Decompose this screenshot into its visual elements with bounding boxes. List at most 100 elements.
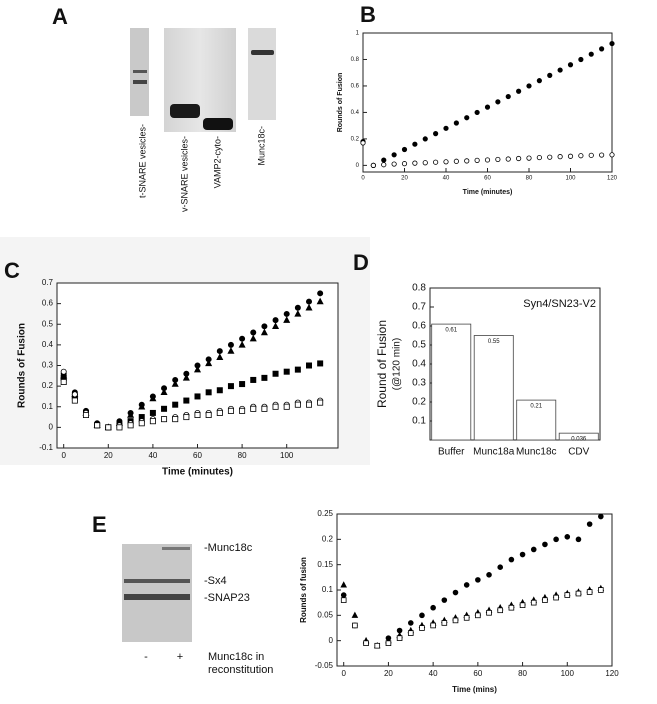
data-point xyxy=(238,340,246,348)
y-tick-label: -0.1 xyxy=(39,443,53,452)
data-point xyxy=(464,115,470,121)
data-point xyxy=(396,635,403,641)
data-point xyxy=(317,360,324,367)
data-point xyxy=(138,402,146,410)
panel-label: C xyxy=(4,258,20,283)
data-point xyxy=(239,407,246,414)
data-point xyxy=(542,597,548,603)
x-axis-label: Time (minutes) xyxy=(463,189,513,196)
gel-band xyxy=(124,594,190,600)
x-tick-label: 40 xyxy=(148,451,157,460)
data-point xyxy=(598,587,604,593)
data-point xyxy=(486,610,492,616)
data-point xyxy=(497,564,504,570)
data-point xyxy=(205,411,212,418)
gel-e: -Munc18c -Sx4 -SNAP23 - + Munc18c in rec… xyxy=(122,542,273,676)
panel-label: E xyxy=(92,512,107,537)
x-tick-label: 60 xyxy=(484,176,491,182)
x-tick-label: 60 xyxy=(193,451,202,460)
data-point xyxy=(430,604,436,611)
data-point xyxy=(82,411,89,418)
data-point xyxy=(495,156,501,163)
y-tick-label: 0.25 xyxy=(317,509,333,518)
data-point xyxy=(536,78,542,84)
data-point xyxy=(422,136,428,142)
data-point xyxy=(272,403,279,410)
data-point xyxy=(519,602,526,608)
data-point xyxy=(227,383,234,390)
y-tick-label: 0.8 xyxy=(351,57,360,63)
data-point xyxy=(609,40,615,47)
data-point xyxy=(172,416,179,423)
data-point xyxy=(484,157,491,163)
data-point xyxy=(475,577,481,583)
panel-label: A xyxy=(52,4,68,29)
value-label: 0.61 xyxy=(445,328,457,334)
data-point xyxy=(441,597,448,603)
y-tick-label: 0.5 xyxy=(42,319,54,328)
data-point xyxy=(547,72,553,78)
data-point xyxy=(557,67,563,73)
data-point xyxy=(116,424,123,431)
y-tick-label: 0.4 xyxy=(42,340,54,349)
data-point xyxy=(401,146,408,153)
gel-lane xyxy=(248,28,276,120)
data-point xyxy=(422,160,428,166)
data-point xyxy=(193,365,202,373)
data-point xyxy=(261,374,268,381)
data-point xyxy=(419,612,425,619)
x-tick-label: 80 xyxy=(238,451,247,460)
data-point xyxy=(360,140,366,146)
x-axis-label: Time (minutes) xyxy=(162,467,233,478)
data-point xyxy=(508,556,515,563)
data-point xyxy=(526,83,532,89)
caption: reconstitution xyxy=(208,664,273,676)
data-point xyxy=(317,399,324,406)
data-point xyxy=(250,376,257,383)
data-point xyxy=(575,590,582,597)
data-point xyxy=(443,125,449,131)
data-point xyxy=(227,341,234,348)
data-point xyxy=(374,642,381,649)
y-tick-label: 0 xyxy=(356,163,360,169)
x-tick-label: 20 xyxy=(401,176,408,182)
data-point xyxy=(149,394,157,402)
data-point xyxy=(305,303,313,311)
data-point xyxy=(260,328,268,336)
band-label: -SNAP23 xyxy=(204,592,250,604)
data-point xyxy=(272,370,279,377)
y-tick-label: 0.2 xyxy=(42,381,54,390)
lane-label: Munc18c- xyxy=(256,126,266,166)
bar xyxy=(431,323,472,441)
data-point xyxy=(71,397,78,404)
data-point xyxy=(599,46,605,52)
data-point xyxy=(306,298,313,305)
y-tick-label: 0.3 xyxy=(42,361,54,370)
panel-label: B xyxy=(360,2,376,27)
band-label: -Munc18c xyxy=(204,542,253,554)
data-point xyxy=(536,154,542,161)
data-point xyxy=(575,536,582,543)
data-point xyxy=(60,378,67,385)
y-tick-label: 0.1 xyxy=(322,585,334,594)
x-tick-label: 20 xyxy=(104,451,113,460)
data-point xyxy=(578,56,584,63)
panel-label: D xyxy=(353,250,369,275)
data-point xyxy=(194,393,201,400)
data-point xyxy=(149,418,156,425)
data-point xyxy=(239,335,246,342)
data-point xyxy=(194,411,201,418)
data-point xyxy=(352,622,358,629)
data-point xyxy=(272,322,280,330)
data-point xyxy=(475,612,481,619)
data-point xyxy=(567,62,574,68)
data-point xyxy=(306,362,313,369)
data-point xyxy=(516,88,522,94)
data-point xyxy=(94,422,101,429)
y-tick-label: 0.2 xyxy=(412,397,426,408)
data-point xyxy=(340,581,348,588)
data-point xyxy=(430,622,436,629)
data-point xyxy=(227,347,235,354)
data-point xyxy=(412,160,418,166)
data-point xyxy=(474,157,480,163)
